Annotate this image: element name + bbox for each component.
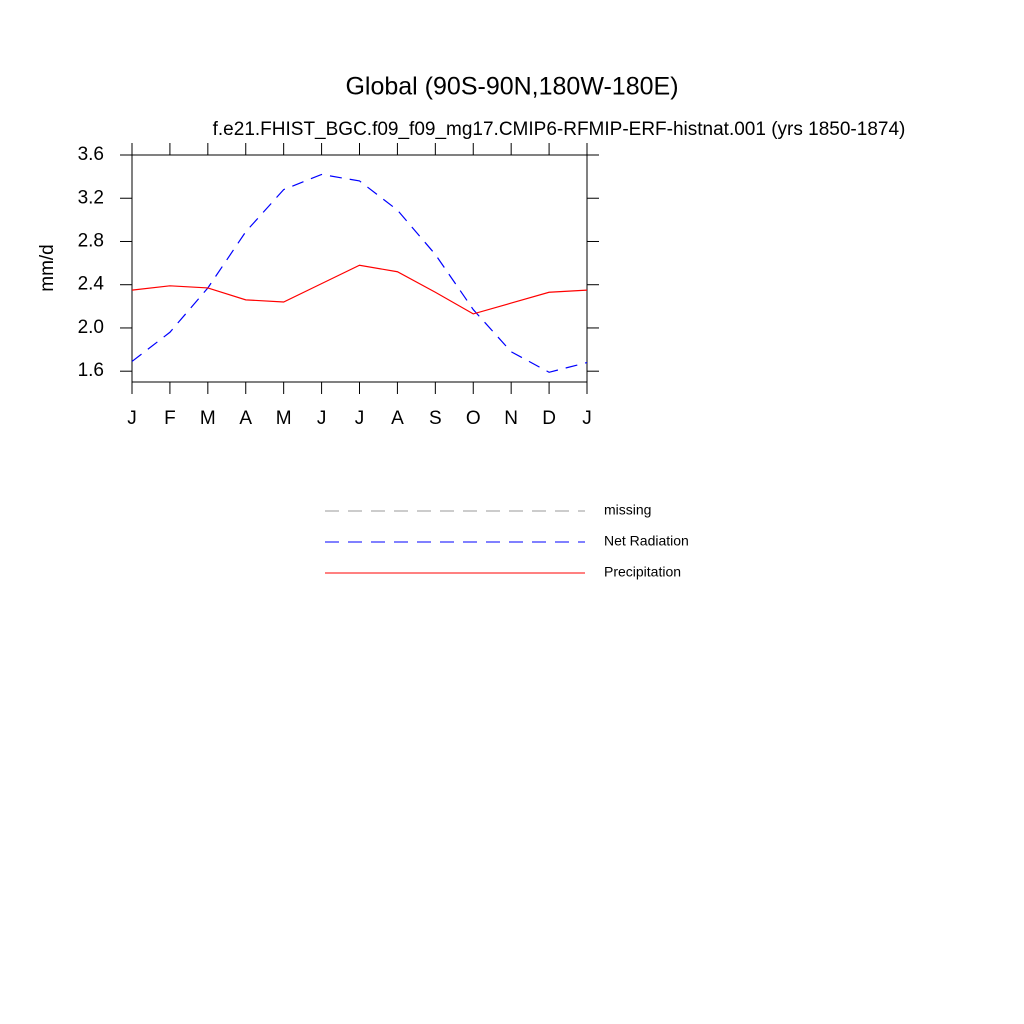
x-tick-label: S (429, 408, 442, 429)
y-tick-label: 1.6 (78, 360, 104, 381)
x-tick-label: O (466, 408, 481, 429)
chart-title: Global (90S-90N,180W-180E) (345, 73, 678, 101)
x-tick-label: D (542, 408, 556, 429)
x-tick-label: A (391, 408, 404, 429)
series-line (131, 264, 588, 315)
y-tick-label: 2.8 (78, 230, 104, 251)
x-tick-label: N (504, 408, 518, 429)
series-line (131, 173, 588, 373)
x-tick-label: J (317, 408, 327, 429)
x-tick-label: M (200, 408, 216, 429)
y-axis-label: mm/d (37, 244, 58, 292)
plot-frame (131, 154, 588, 383)
x-tick-label: M (276, 408, 292, 429)
y-tick-label: 3.6 (78, 144, 104, 165)
y-tick-label: 2.4 (78, 274, 105, 295)
y-tick-label: 2.0 (78, 317, 104, 338)
x-tick-label: J (127, 408, 137, 429)
legend-label: missing (604, 502, 651, 518)
x-tick-label: J (582, 408, 592, 429)
chart-subtitle: f.e21.FHIST_BGC.f09_f09_mg17.CMIP6-RFMIP… (213, 119, 906, 140)
x-tick-label: F (164, 408, 176, 429)
legend-label: Net Radiation (604, 533, 689, 549)
x-tick-label: J (355, 408, 365, 429)
x-tick-label: A (239, 408, 252, 429)
y-tick-label: 3.2 (78, 187, 104, 208)
legend-label: Precipitation (604, 564, 681, 580)
